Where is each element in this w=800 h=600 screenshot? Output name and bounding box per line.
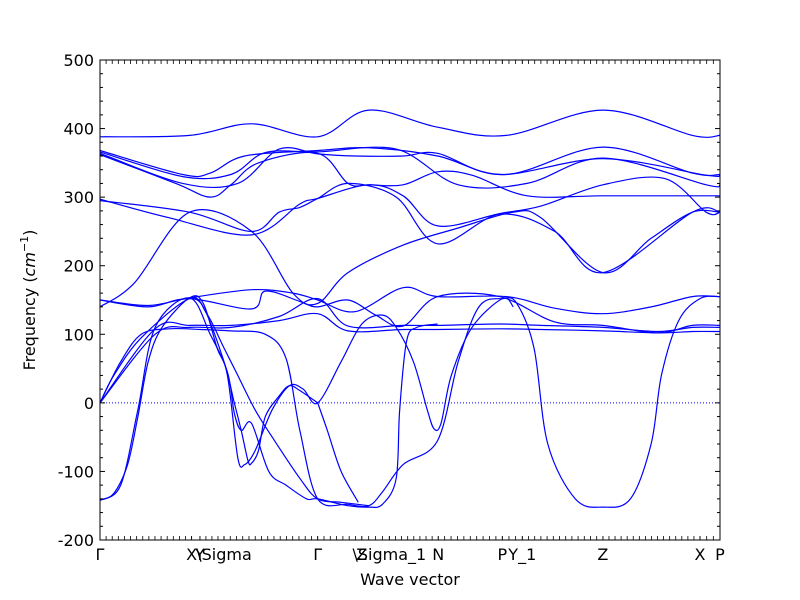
y-tick-label: -200 (58, 531, 94, 550)
y-tick-label: 100 (63, 325, 94, 344)
phonon-band-15 (100, 297, 438, 509)
x-tick-label: N (432, 545, 444, 564)
y-tick-label: 0 (84, 394, 94, 413)
y-tick-label: 500 (63, 51, 94, 70)
phonon-band-7 (100, 182, 720, 274)
x-tick-label: P (497, 545, 507, 564)
x-tick-label: Y_1 (507, 545, 536, 565)
phonon-band-9 (100, 286, 720, 315)
phonon-band-2 (100, 146, 720, 178)
x-tick-label: Γ (313, 545, 322, 564)
phonon-band-1 (100, 109, 720, 138)
phonon-band-18 (317, 402, 359, 503)
x-tick-label: Y (194, 545, 205, 564)
y-axis-label: Frequency (cm−1) (18, 230, 39, 371)
phonon-band-14 (100, 295, 514, 501)
y-tick-label: -100 (58, 462, 94, 481)
x-tick-label: Γ (96, 545, 105, 564)
x-tick-label: Z (597, 545, 608, 564)
phonon-band-17 (189, 297, 319, 466)
y-tick-label: 400 (63, 120, 94, 139)
x-tick-label: P (715, 545, 725, 564)
phonon-band-12 (100, 312, 720, 404)
y-tick-label: 300 (63, 188, 94, 207)
x-tick-label: Z (356, 545, 367, 564)
x-tick-label: \Sigma_1 (352, 545, 426, 565)
phonon-band-6 (100, 176, 720, 236)
phonon-band-16 (100, 297, 369, 507)
phonon-band-8 (100, 209, 720, 308)
x-tick-label: X (186, 545, 197, 564)
phonon-band-4 (100, 147, 720, 189)
phonon-band-11 (100, 297, 720, 404)
phonon-band-13 (100, 295, 720, 508)
x-tick-label: X (695, 545, 706, 564)
phonon-band-5 (100, 151, 720, 198)
x-tick-label: \Sigma (196, 545, 252, 564)
phonon-band-3 (100, 146, 720, 189)
plot-frame (99, 59, 721, 541)
y-tick-label: 200 (63, 257, 94, 276)
x-axis-label: Wave vector (360, 570, 460, 589)
